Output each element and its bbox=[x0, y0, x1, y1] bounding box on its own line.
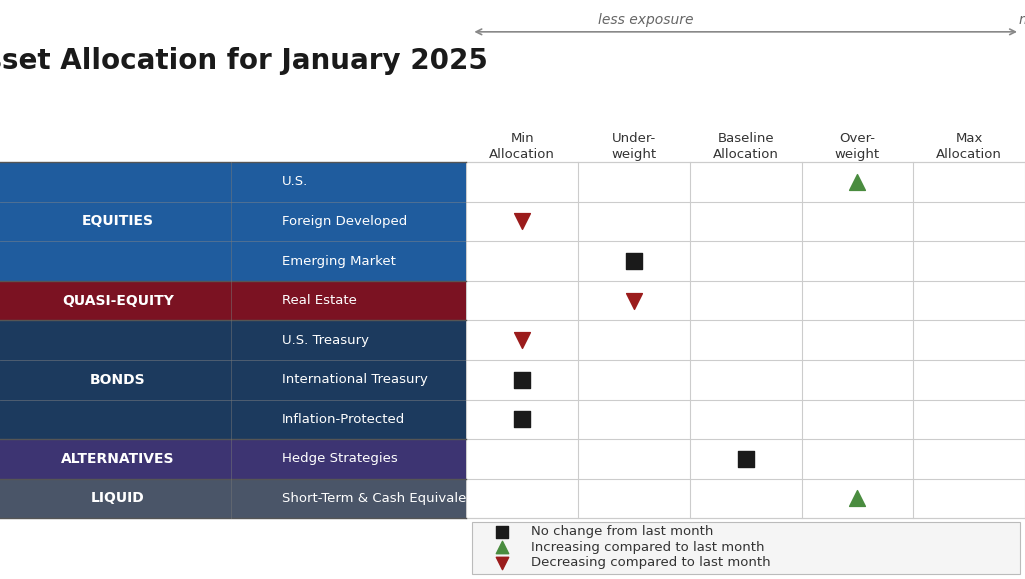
Point bbox=[515, 415, 531, 424]
Point bbox=[849, 177, 865, 186]
Text: more exposure: more exposure bbox=[1019, 13, 1025, 27]
Text: QUASI-EQUITY: QUASI-EQUITY bbox=[62, 294, 174, 307]
Bar bbox=[0, 320, 466, 439]
Text: Baseline
Allocation: Baseline Allocation bbox=[712, 131, 779, 161]
Text: Short-Term & Cash Equivalents: Short-Term & Cash Equivalents bbox=[282, 492, 487, 505]
Point bbox=[849, 494, 865, 503]
Point bbox=[494, 558, 510, 567]
Point bbox=[625, 256, 642, 266]
Text: No change from last month: No change from last month bbox=[531, 525, 713, 538]
Text: ALTERNATIVES: ALTERNATIVES bbox=[62, 452, 174, 466]
Text: Increasing compared to last month: Increasing compared to last month bbox=[531, 541, 765, 554]
Point bbox=[515, 217, 531, 226]
Text: U.S.: U.S. bbox=[282, 175, 309, 188]
Text: U.S. Treasury: U.S. Treasury bbox=[282, 334, 369, 347]
Bar bbox=[0, 162, 466, 281]
Text: Min
Allocation: Min Allocation bbox=[489, 131, 556, 161]
Point bbox=[625, 296, 642, 305]
Text: International Treasury: International Treasury bbox=[282, 373, 427, 386]
Text: Emerging Market: Emerging Market bbox=[282, 255, 396, 267]
Bar bbox=[0, 281, 466, 320]
Text: Decreasing compared to last month: Decreasing compared to last month bbox=[531, 556, 771, 569]
Bar bbox=[0, 479, 466, 518]
Text: EQUITIES: EQUITIES bbox=[82, 214, 154, 229]
Point bbox=[515, 375, 531, 384]
Point bbox=[494, 543, 510, 552]
Text: less exposure: less exposure bbox=[598, 13, 694, 27]
Bar bbox=[0, 439, 466, 479]
Text: Max
Allocation: Max Allocation bbox=[936, 131, 1002, 161]
Text: Asset Allocation for January 2025: Asset Allocation for January 2025 bbox=[0, 47, 488, 75]
Text: Inflation-Protected: Inflation-Protected bbox=[282, 413, 405, 426]
Text: Foreign Developed: Foreign Developed bbox=[282, 215, 407, 228]
Point bbox=[494, 527, 510, 536]
FancyBboxPatch shape bbox=[472, 522, 1020, 574]
Point bbox=[738, 454, 754, 463]
Text: LIQUID: LIQUID bbox=[91, 492, 145, 505]
Text: BONDS: BONDS bbox=[90, 373, 146, 387]
Point bbox=[515, 336, 531, 345]
Text: Over-
weight: Over- weight bbox=[834, 131, 880, 161]
Text: Under-
weight: Under- weight bbox=[611, 131, 657, 161]
Text: Real Estate: Real Estate bbox=[282, 294, 357, 307]
Text: Hedge Strategies: Hedge Strategies bbox=[282, 452, 398, 466]
